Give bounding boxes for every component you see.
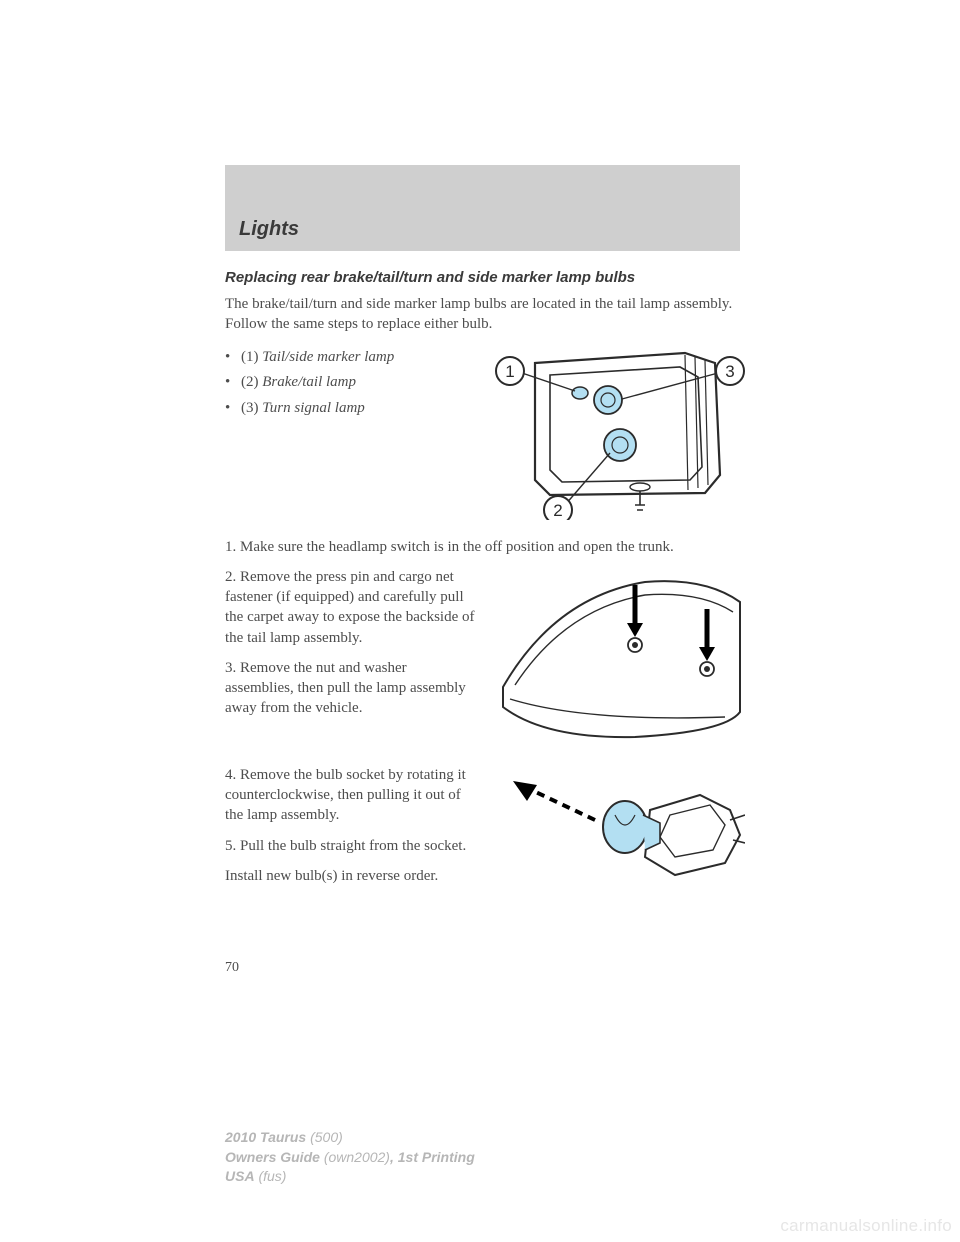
bullet-num: (2) [241,374,259,390]
bullet-item: (1) Tail/side marker lamp [225,345,462,371]
bulb-socket-diagram [495,765,745,895]
page-content: Lights Replacing rear brake/tail/turn an… [225,165,745,976]
footer-code2: (own2002) [324,1149,390,1165]
sub-heading: Replacing rear brake/tail/turn and side … [225,269,745,286]
step-3: 3. Remove the nut and washer assemblies,… [225,658,477,719]
section-title: Lights [239,218,299,241]
footer-code3: (fus) [258,1168,286,1184]
step-4: 4. Remove the bulb socket by rotating it… [225,765,477,826]
step456-text: 4. Remove the bulb socket by rotating it… [225,765,477,896]
bullets-col: (1) Tail/side marker lamp (2) Brake/tail… [225,345,462,432]
footer-printing: , 1st Printing [390,1149,475,1165]
callout-2: 2 [553,501,562,520]
footer-line-2: Owners Guide (own2002), 1st Printing [225,1148,475,1168]
trunk-panel-diagram [495,567,745,742]
watermark: carmanualsonline.info [780,1216,952,1236]
callout-1: 1 [505,362,514,381]
intro-text: The brake/tail/turn and side marker lamp… [225,294,745,335]
footer-region: USA [225,1168,255,1184]
bullet-label: Brake/tail lamp [262,374,356,390]
step-2: 2. Remove the press pin and cargo net fa… [225,567,477,648]
footer: 2010 Taurus (500) Owners Guide (own2002)… [225,1128,475,1187]
step456-row: 4. Remove the bulb socket by rotating it… [225,765,745,900]
bullet-list: (1) Tail/side marker lamp (2) Brake/tail… [225,345,462,422]
step-5: 5. Pull the bulb straight from the socke… [225,836,477,856]
footer-code1: (500) [310,1129,343,1145]
step-1: 1. Make sure the headlamp switch is in t… [225,537,745,557]
bullet-label: Turn signal lamp [262,400,365,416]
lamp-diagram-col: 1 3 2 [480,345,745,525]
page-number: 70 [225,960,745,976]
bullet-num: (3) [241,400,259,416]
bullet-item: (3) Turn signal lamp [225,396,462,422]
footer-model: 2010 Taurus [225,1129,306,1145]
section-header: Lights [225,165,740,251]
step-6: Install new bulb(s) in reverse order. [225,866,477,886]
callout-3: 3 [725,362,734,381]
footer-line-1: 2010 Taurus (500) [225,1128,475,1148]
bullet-label: Tail/side marker lamp [262,349,394,365]
footer-guide: Owners Guide [225,1149,320,1165]
lamp-assembly-diagram: 1 3 2 [480,345,745,520]
bullet-item: (2) Brake/tail lamp [225,370,462,396]
step23-text: 2. Remove the press pin and cargo net fa… [225,567,477,729]
trunk-diagram-col [495,567,745,747]
bullets-and-diagram-row: (1) Tail/side marker lamp (2) Brake/tail… [225,345,745,525]
footer-line-3: USA (fus) [225,1167,475,1187]
bullet-num: (1) [241,349,259,365]
socket-diagram-col [495,765,745,900]
step23-row: 2. Remove the press pin and cargo net fa… [225,567,745,747]
